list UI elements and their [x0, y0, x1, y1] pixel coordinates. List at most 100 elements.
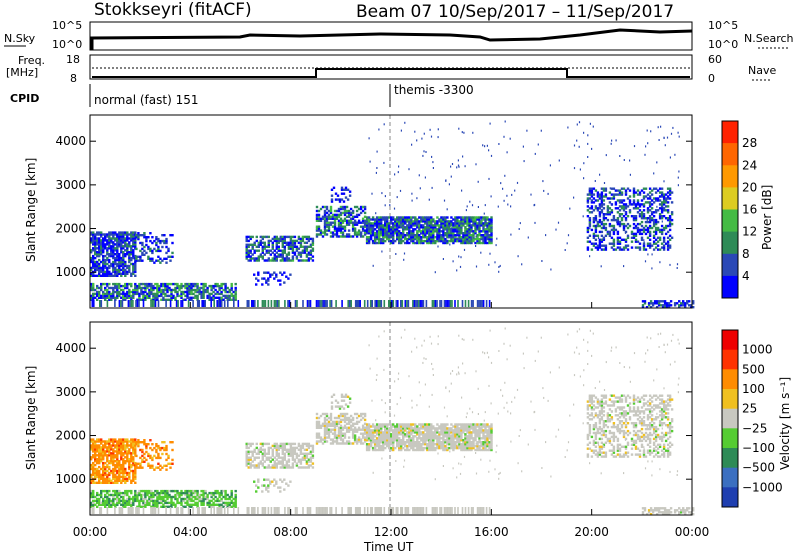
echo-cell: [147, 443, 149, 445]
echo-cell: [623, 199, 625, 201]
noise-cell: [644, 154, 645, 156]
echo-cell: [591, 248, 593, 250]
echo-cell: [613, 239, 615, 241]
noise-cell: [500, 265, 501, 267]
noise-cell: [376, 167, 377, 169]
noise-cell: [555, 229, 556, 231]
noise-cell: [466, 209, 467, 211]
ground-scatter-cell: [203, 300, 205, 307]
noise-cell: [404, 253, 405, 255]
freq-tick-top: 18: [66, 53, 80, 66]
noise-cell: [518, 255, 519, 257]
echo-cell: [164, 500, 166, 502]
echo-cell: [288, 252, 290, 254]
noise-cell: [506, 195, 507, 197]
echo-cell: [254, 457, 256, 459]
echo-cell: [275, 481, 277, 483]
ground-scatter-cell: [444, 300, 446, 307]
noise-cell: [502, 188, 503, 190]
freq-label-2: [MHz]: [6, 66, 38, 79]
echo-cell: [204, 490, 206, 492]
echo-cell: [104, 243, 106, 245]
noise-cell: [421, 138, 422, 140]
noise-cell: [589, 255, 590, 257]
nsearch-label: N.Search: [744, 32, 794, 45]
noise-cell: [623, 265, 624, 267]
echo-cell: [312, 259, 314, 261]
echo-cell: [171, 449, 173, 451]
ground-scatter-cell: [143, 300, 145, 307]
echo-cell: [639, 246, 641, 248]
echo-cell: [104, 450, 106, 452]
noise-cell: [587, 134, 588, 136]
ground-scatter-cell: [370, 300, 372, 307]
echo-cell: [657, 245, 659, 247]
noise-cell: [650, 130, 651, 132]
noise-cell: [475, 245, 476, 247]
noise-cell: [503, 136, 504, 138]
colorbar-swatch: [722, 143, 738, 166]
noise-cell: [475, 163, 476, 165]
echo-cell: [164, 283, 166, 285]
echo-cell: [171, 441, 173, 443]
echo-cell: [326, 233, 328, 235]
ground-scatter-cell: [192, 300, 194, 307]
ground-scatter-cell: [480, 300, 482, 307]
cpid-label: CPID: [10, 92, 39, 105]
ground-scatter-cell: [317, 300, 319, 307]
echo-cell: [194, 295, 196, 297]
echo-cell: [647, 227, 649, 229]
noise-cell: [473, 237, 474, 239]
noise-cell: [521, 263, 522, 265]
echo-cell: [649, 239, 651, 241]
noise-cell: [491, 195, 492, 197]
ground-scatter-cell: [265, 300, 267, 307]
echo-cell: [278, 246, 280, 248]
ground-scatter-cell: [198, 300, 200, 307]
ground-scatter-cell: [218, 300, 220, 307]
noise-cell: [480, 252, 481, 254]
echo-cell: [285, 483, 287, 485]
echo-cell: [165, 445, 167, 447]
noise-cell: [472, 204, 473, 206]
echo-cell: [661, 188, 663, 190]
noise-cell: [431, 156, 432, 158]
echo-cell: [629, 209, 631, 211]
ground-scatter-cell: [454, 300, 456, 307]
noise-cell: [634, 145, 635, 147]
echo-cell: [349, 402, 351, 404]
echo-cell: [633, 199, 635, 201]
echo-cell: [163, 240, 165, 242]
colorbar-tick-label: 4: [742, 269, 750, 283]
echo-cell: [627, 235, 629, 237]
echo-cell: [643, 209, 645, 211]
noise-cell: [511, 194, 512, 196]
ground-scatter-cell: [257, 300, 259, 307]
echo-cell: [279, 486, 281, 488]
echo-cell: [161, 246, 163, 248]
noise-cell: [446, 240, 447, 242]
noise-cell: [476, 266, 477, 268]
noise-cell: [411, 144, 412, 146]
ground-scatter-cell: [271, 300, 273, 307]
echo-cell: [337, 402, 339, 404]
echo-cell: [617, 207, 619, 209]
ground-scatter-cell: [325, 300, 327, 307]
ground-scatter-cell: [329, 300, 331, 307]
echo-cell: [591, 205, 593, 207]
noise-cell: [500, 182, 501, 184]
noise-cell: [467, 205, 468, 207]
noise-cell: [424, 133, 425, 135]
noise-cell: [535, 153, 536, 155]
noise-cell: [565, 249, 566, 251]
noise-cell: [542, 180, 543, 182]
echo-cell: [104, 233, 106, 235]
noise-cell: [647, 219, 648, 221]
noise-cell: [678, 132, 679, 134]
ground-scatter-cell: [462, 300, 464, 307]
noise-cell: [538, 144, 539, 146]
echo-cell: [255, 490, 257, 492]
noise-cell: [523, 146, 524, 148]
noise-cell: [414, 131, 415, 133]
echo-cell: [330, 206, 332, 208]
